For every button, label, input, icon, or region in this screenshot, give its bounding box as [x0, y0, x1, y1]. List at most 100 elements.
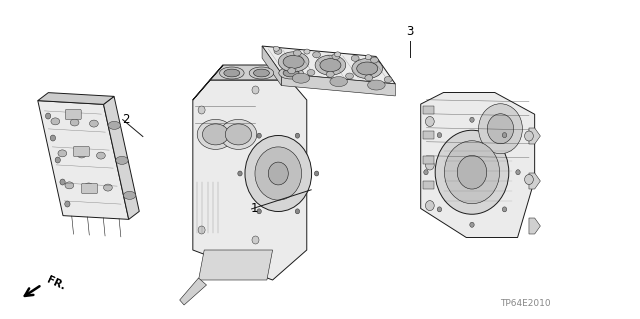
Ellipse shape [253, 69, 269, 77]
Ellipse shape [502, 133, 507, 137]
Ellipse shape [55, 157, 60, 163]
Bar [423, 181, 433, 189]
Ellipse shape [257, 209, 261, 214]
Ellipse shape [457, 155, 486, 189]
Ellipse shape [198, 106, 205, 114]
Ellipse shape [437, 207, 442, 212]
Ellipse shape [197, 119, 234, 149]
Bar [423, 131, 433, 139]
Ellipse shape [224, 69, 240, 77]
Polygon shape [38, 93, 114, 104]
Ellipse shape [65, 182, 74, 189]
Text: 1: 1 [251, 203, 259, 215]
Ellipse shape [257, 133, 261, 138]
Text: FR.: FR. [45, 274, 67, 292]
FancyBboxPatch shape [65, 109, 81, 120]
Polygon shape [180, 278, 207, 305]
Ellipse shape [252, 236, 259, 244]
Ellipse shape [238, 171, 242, 176]
Ellipse shape [84, 183, 93, 190]
Ellipse shape [97, 152, 106, 159]
Ellipse shape [104, 184, 112, 191]
Ellipse shape [255, 147, 301, 200]
Ellipse shape [351, 55, 359, 61]
Ellipse shape [295, 133, 300, 138]
Ellipse shape [108, 121, 120, 130]
Ellipse shape [352, 58, 383, 78]
Polygon shape [529, 128, 540, 144]
Ellipse shape [288, 68, 296, 74]
Ellipse shape [479, 104, 522, 154]
Ellipse shape [60, 179, 65, 185]
Ellipse shape [90, 120, 99, 127]
Ellipse shape [220, 67, 244, 79]
Polygon shape [104, 96, 140, 219]
Ellipse shape [65, 201, 70, 207]
Ellipse shape [525, 174, 533, 184]
Ellipse shape [124, 191, 136, 199]
Ellipse shape [320, 59, 341, 72]
Ellipse shape [371, 57, 378, 63]
Ellipse shape [502, 207, 507, 212]
Ellipse shape [245, 136, 312, 211]
Bar [423, 156, 433, 164]
Polygon shape [262, 46, 282, 85]
Ellipse shape [58, 150, 67, 157]
Ellipse shape [274, 48, 282, 54]
Polygon shape [193, 80, 307, 280]
Ellipse shape [198, 226, 205, 234]
Ellipse shape [470, 117, 474, 122]
Ellipse shape [283, 69, 299, 77]
Ellipse shape [268, 162, 288, 185]
Ellipse shape [225, 124, 252, 145]
Ellipse shape [283, 55, 304, 68]
Ellipse shape [279, 67, 303, 79]
Ellipse shape [426, 160, 434, 170]
Ellipse shape [437, 133, 442, 137]
Ellipse shape [332, 54, 340, 60]
FancyBboxPatch shape [74, 146, 90, 157]
Bar [423, 106, 433, 114]
Text: 3: 3 [406, 25, 414, 38]
Polygon shape [210, 65, 303, 80]
Ellipse shape [426, 201, 434, 211]
Ellipse shape [384, 77, 392, 83]
Text: TP64E2010: TP64E2010 [500, 299, 550, 308]
Ellipse shape [314, 171, 319, 176]
Polygon shape [262, 46, 396, 84]
Polygon shape [529, 218, 540, 234]
Ellipse shape [51, 135, 56, 141]
Ellipse shape [330, 77, 348, 86]
Ellipse shape [367, 80, 385, 90]
Ellipse shape [356, 62, 378, 75]
Ellipse shape [202, 124, 228, 145]
Ellipse shape [304, 49, 310, 54]
Ellipse shape [252, 86, 259, 94]
Ellipse shape [326, 71, 334, 77]
Ellipse shape [313, 52, 321, 58]
Polygon shape [282, 74, 396, 96]
Ellipse shape [424, 170, 428, 175]
Ellipse shape [346, 73, 353, 79]
Ellipse shape [45, 113, 51, 119]
Ellipse shape [249, 67, 274, 79]
Ellipse shape [307, 70, 315, 76]
Ellipse shape [435, 130, 509, 214]
Ellipse shape [220, 119, 257, 149]
Ellipse shape [335, 52, 340, 57]
Ellipse shape [292, 73, 310, 83]
Text: 2: 2 [122, 113, 130, 126]
Polygon shape [420, 93, 534, 238]
Ellipse shape [293, 50, 301, 56]
Ellipse shape [365, 55, 371, 60]
Polygon shape [38, 100, 129, 219]
Ellipse shape [444, 141, 500, 204]
Ellipse shape [295, 209, 300, 214]
Ellipse shape [487, 114, 514, 144]
Ellipse shape [470, 222, 474, 227]
Ellipse shape [77, 151, 86, 158]
Ellipse shape [278, 52, 309, 72]
Polygon shape [193, 65, 223, 100]
FancyBboxPatch shape [82, 183, 97, 194]
Ellipse shape [516, 170, 520, 175]
